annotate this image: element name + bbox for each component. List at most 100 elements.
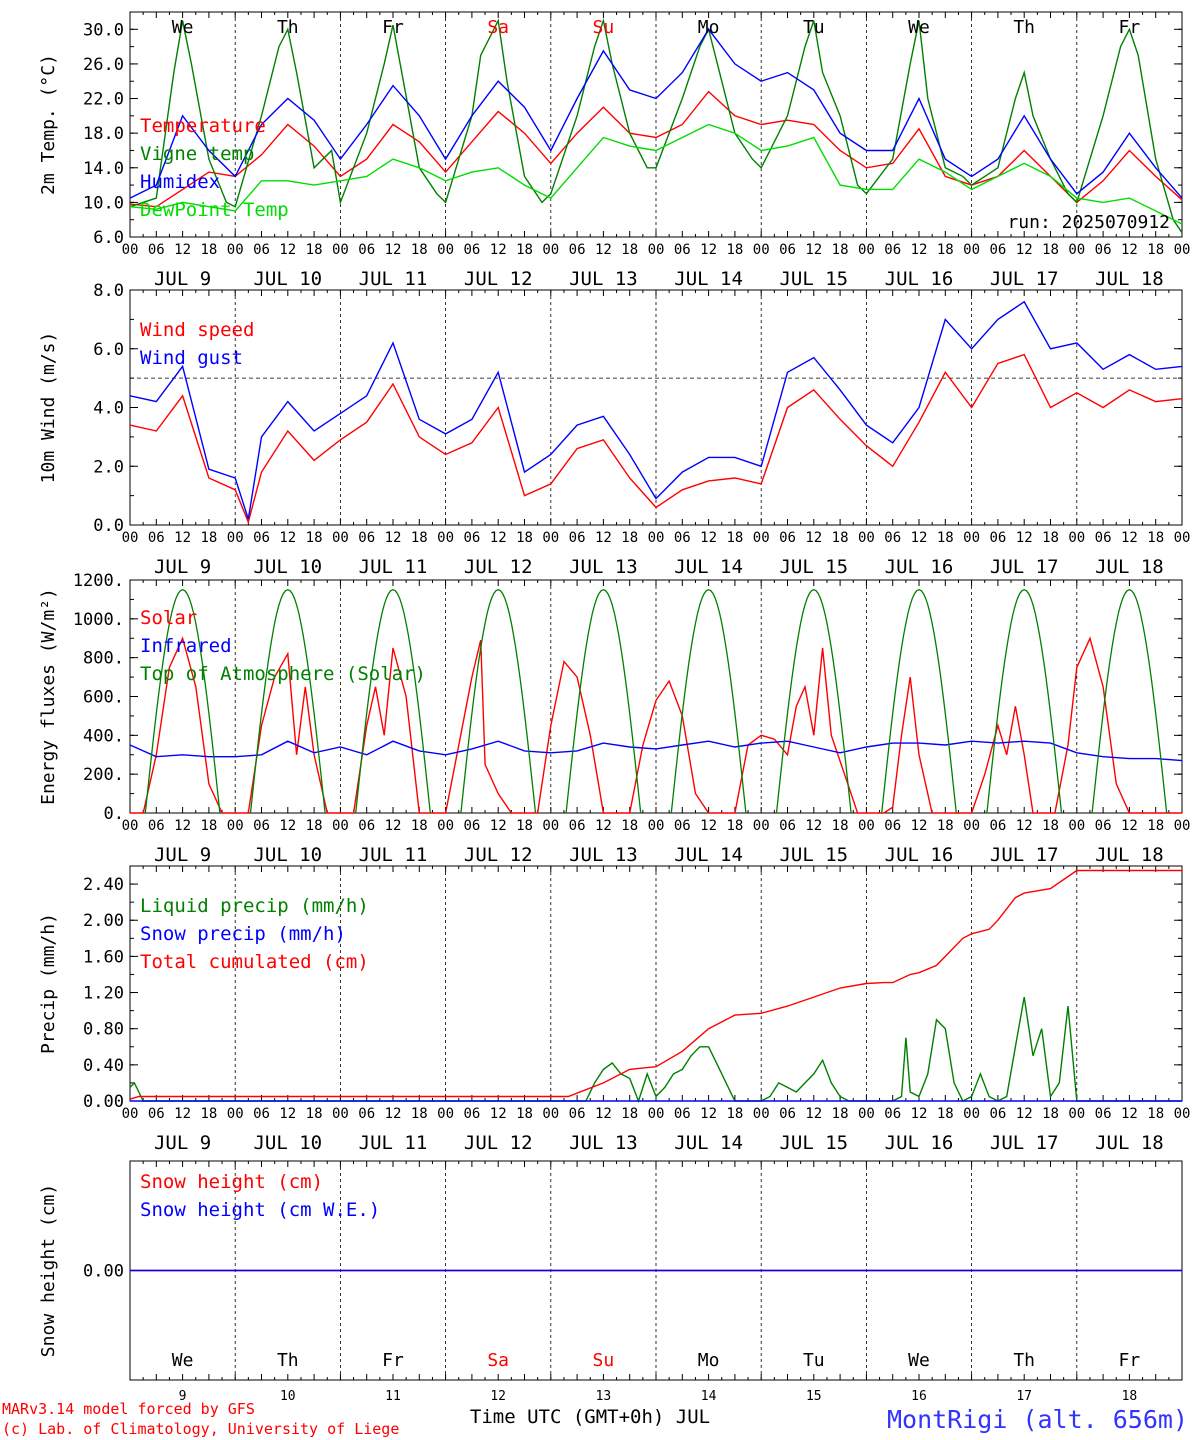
day-letter-top: Th <box>277 17 299 38</box>
hour-label: 18 <box>937 530 954 546</box>
day-letter-top: Sa <box>487 17 509 38</box>
hour-label: 06 <box>569 818 586 834</box>
hour-label: 00 <box>437 818 454 834</box>
y-tick-label: 18.0 <box>83 124 124 144</box>
date-label: JUL 13 <box>569 268 638 290</box>
hour-label: 18 <box>200 1106 217 1122</box>
hour-label: 12 <box>385 818 402 834</box>
hour-label: 12 <box>279 1106 296 1122</box>
hour-label: 00 <box>648 530 665 546</box>
hour-label: 12 <box>805 818 822 834</box>
hour-label: 00 <box>542 818 559 834</box>
legend-entry: Infrared <box>140 635 232 657</box>
hour-label: 00 <box>1174 530 1191 546</box>
hour-label: 12 <box>385 1106 402 1122</box>
hour-label: 18 <box>411 818 428 834</box>
date-label: JUL 14 <box>674 556 743 578</box>
y-tick-label: 400. <box>83 726 124 746</box>
hour-label: 00 <box>122 818 139 834</box>
legend-entry: Snow height (cm) <box>140 1171 323 1193</box>
hour-label: 00 <box>753 530 770 546</box>
day-letter-bottom: Su <box>593 1350 615 1371</box>
hour-label: 06 <box>569 242 586 258</box>
legend-entry: Wind speed <box>140 319 254 341</box>
y-axis-label: Snow height (cm) <box>38 1184 59 1357</box>
hour-label: 06 <box>674 242 691 258</box>
hour-label: 06 <box>779 1106 796 1122</box>
hour-label: 00 <box>858 818 875 834</box>
hour-label: 00 <box>858 530 875 546</box>
date-label: JUL 14 <box>674 268 743 290</box>
hour-label: 18 <box>1042 1106 1059 1122</box>
hour-label: 12 <box>279 242 296 258</box>
hour-label: 18 <box>937 818 954 834</box>
hour-label: 00 <box>1068 1106 1085 1122</box>
date-label: JUL 17 <box>990 556 1059 578</box>
date-label: JUL 11 <box>359 268 428 290</box>
legend-entry: Solar <box>140 607 197 629</box>
hour-label: 06 <box>674 818 691 834</box>
y-tick-label: 10.0 <box>83 193 124 213</box>
y-tick-label: 200. <box>83 765 124 785</box>
series-line <box>129 740 1183 762</box>
hour-label: 00 <box>648 242 665 258</box>
date-label: JUL 18 <box>1095 1132 1164 1154</box>
series-layer <box>129 18 1183 1272</box>
date-label: JUL 17 <box>990 1132 1059 1154</box>
day-letter-top: Su <box>593 17 615 38</box>
hour-label: 12 <box>700 1106 717 1122</box>
legend-entry: Humidex <box>140 171 220 193</box>
hour-label: 00 <box>542 242 559 258</box>
hour-label: 00 <box>542 530 559 546</box>
hour-label: 00 <box>648 1106 665 1122</box>
series-line-toa <box>144 588 221 814</box>
hour-label: 12 <box>1121 1106 1138 1122</box>
day-letter-top: Tu <box>803 17 825 38</box>
date-label: JUL 10 <box>253 268 322 290</box>
hour-label: 18 <box>832 1106 849 1122</box>
hour-label: 12 <box>595 1106 612 1122</box>
hour-label: 18 <box>832 242 849 258</box>
y-tick-label: 0.0 <box>93 516 124 536</box>
date-label: JUL 9 <box>154 556 211 578</box>
hour-label: 18 <box>516 818 533 834</box>
day-letter-top: Th <box>1013 17 1035 38</box>
y-tick-label: 30.0 <box>83 20 124 40</box>
date-label: JUL 13 <box>569 556 638 578</box>
date-label: JUL 10 <box>253 1132 322 1154</box>
legend-entry: Temperature <box>140 115 266 137</box>
hour-label: 18 <box>306 242 323 258</box>
hour-label: 06 <box>884 530 901 546</box>
y-tick-label: 0.80 <box>83 1020 124 1040</box>
hour-label: 00 <box>332 530 349 546</box>
hour-label: 06 <box>989 1106 1006 1122</box>
hour-label: 06 <box>989 530 1006 546</box>
hour-label: 00 <box>332 242 349 258</box>
hour-label: 00 <box>227 242 244 258</box>
date-label: JUL 15 <box>779 1132 848 1154</box>
hour-label: 12 <box>279 818 296 834</box>
date-label: JUL 11 <box>359 1132 428 1154</box>
hour-label: 06 <box>463 242 480 258</box>
hour-label: 12 <box>911 242 928 258</box>
date-label: JUL 12 <box>464 1132 533 1154</box>
date-label: JUL 9 <box>154 268 211 290</box>
day-letter-bottom: Mo <box>698 1350 720 1371</box>
hour-label: 06 <box>358 1106 375 1122</box>
day-number: 10 <box>280 1389 296 1404</box>
y-tick-label: 8.0 <box>93 281 124 301</box>
hour-label: 12 <box>595 818 612 834</box>
hour-label: 00 <box>963 1106 980 1122</box>
y-tick-label: 1200. <box>73 571 124 591</box>
series-line <box>130 636 1182 814</box>
hour-label: 12 <box>1121 530 1138 546</box>
hour-label: 12 <box>279 530 296 546</box>
hour-label: 12 <box>490 242 507 258</box>
hour-label: 18 <box>1147 1106 1164 1122</box>
date-label: JUL 12 <box>464 268 533 290</box>
hour-label: 06 <box>674 1106 691 1122</box>
hour-label: 12 <box>1016 242 1033 258</box>
hour-label: 12 <box>174 1106 191 1122</box>
hour-label: 12 <box>174 818 191 834</box>
grid-layer <box>129 11 1183 1381</box>
